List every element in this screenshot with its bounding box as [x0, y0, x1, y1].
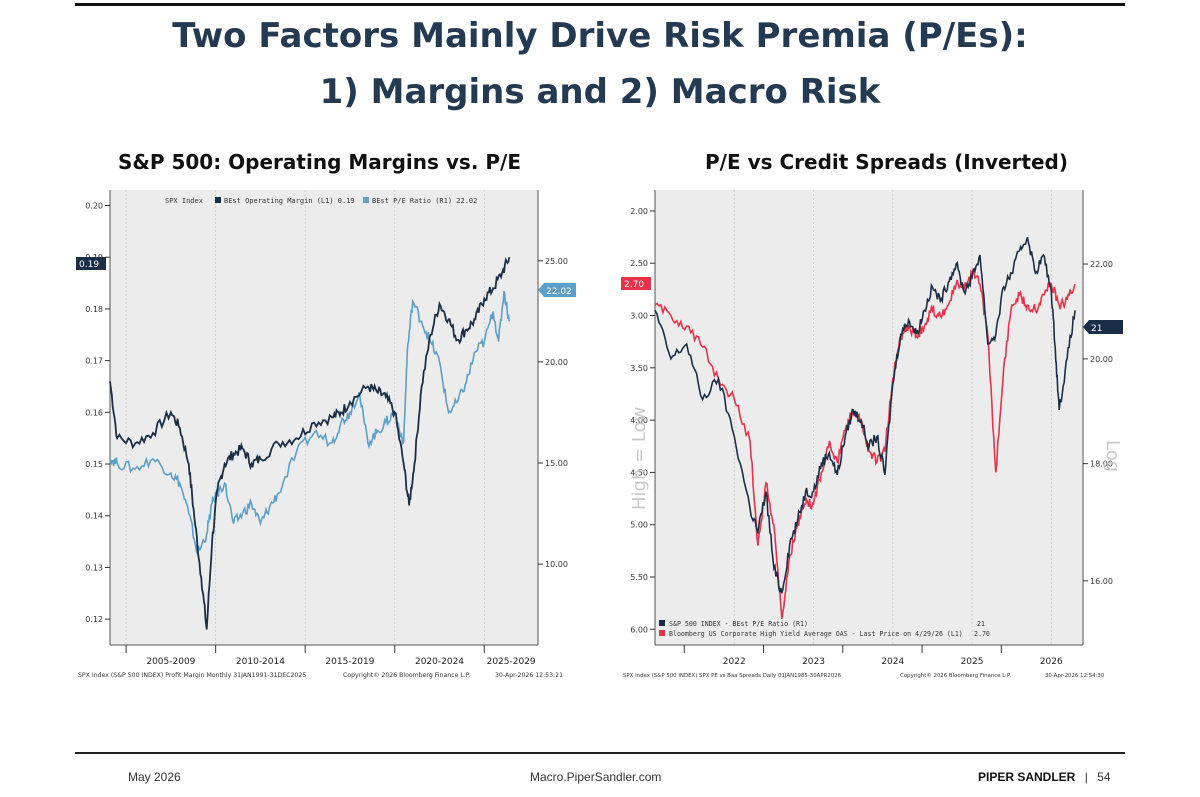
left-chart-title: S&P 500: Operating Margins vs. P/E — [118, 150, 522, 174]
plot-area — [655, 190, 1083, 645]
right-current-tag: 22.02 — [538, 283, 576, 297]
legend-series-margin: BEst Operating Margin (L1) 0.19 — [224, 197, 355, 205]
left-current-tag: 0.19 — [76, 257, 106, 270]
svg-text:22.02: 22.02 — [546, 287, 572, 297]
left-tick-label: 0.13 — [85, 563, 103, 572]
footnote-source: SPX Index (S&P 500 INDEX) SPX PE vs Baa … — [623, 673, 842, 679]
right-tick-label: 20.00 — [545, 358, 568, 367]
left-tick-label: 0.20 — [85, 202, 103, 211]
slide-title-line2: 1) Margins and 2) Macro Risk — [319, 72, 881, 112]
left-tick-label: 0.12 — [85, 615, 103, 624]
hy-oas-line — [654, 268, 1076, 620]
x-tick-label: 2010-2014 — [236, 657, 285, 667]
svg-text:21: 21 — [1091, 324, 1102, 334]
left-tick-label: 2.00 — [630, 207, 648, 216]
footnote-copyright: Copyright© 2026 Bloomberg Finance L.P. — [900, 672, 1011, 679]
right-tick-label: 10.00 — [545, 560, 568, 569]
footnote-copyright: Copyright© 2026 Bloomberg Finance L.P. — [343, 671, 471, 679]
left-tick-label: 2.50 — [630, 259, 648, 268]
plot-area — [110, 190, 538, 645]
right-chart-title: P/E vs Credit Spreads (Inverted) — [705, 150, 1068, 174]
left-tick-label: 5.00 — [630, 521, 648, 530]
left-tick-label: 3.00 — [630, 312, 648, 321]
footer-url[interactable]: Macro.PiperSandler.com — [530, 770, 662, 784]
svg-text:2.70: 2.70 — [624, 280, 644, 290]
footnote-timestamp: 30-Apr-2026 12:54:30 — [1045, 673, 1105, 679]
right-tick-label: 15.00 — [545, 459, 568, 468]
slide-title-line1: Two Factors Mainly Drive Risk Premia (P/… — [172, 16, 1028, 56]
x-tick-label: 2005-2009 — [146, 657, 195, 667]
left-current-tag: 2.70 — [621, 277, 651, 290]
right-tick-label: 16.00 — [1090, 577, 1113, 586]
left-tick-label: 0.14 — [85, 512, 103, 521]
right-current-tag: 21 — [1083, 320, 1123, 334]
left-axis-title: High = Low — [629, 407, 650, 510]
right-tick-label: 20.00 — [1090, 355, 1113, 364]
legend-series-pe: BEst P/E Ratio (R1) 22.02 — [372, 197, 477, 205]
x-tick-label: 2025-2029 — [487, 657, 536, 667]
footer-date: May 2026 — [128, 770, 181, 784]
legend-prefix: SPX Index — [165, 197, 203, 205]
right-tick-label: 25.00 — [545, 257, 568, 266]
left-tick-label: 3.50 — [630, 364, 648, 373]
left-tick-label: 6.00 — [630, 625, 648, 634]
left-tick-label: 0.16 — [85, 408, 103, 417]
left-tick-label: 4.00 — [630, 416, 648, 425]
svg-text:0.19: 0.19 — [79, 260, 99, 270]
margins-vs-pe-chart: 0.20 0.19 0.18 0.17 0.16 0.15 0.14 0.13 0.12 25.… — [76, 190, 576, 679]
right-tick-label: 22.00 — [1090, 260, 1113, 269]
left-tick-label: 0.15 — [85, 460, 103, 469]
footnote-timestamp: 30-Apr-2026 12:53:21 — [495, 672, 563, 679]
legend-value-pe: 21 — [977, 620, 985, 628]
left-tick-label: 0.18 — [85, 305, 103, 314]
right-axis-title: Log — [1102, 440, 1123, 472]
x-tick-label: 2020-2024 — [415, 657, 464, 667]
pe-vs-credit-spreads-chart: 2.00 2.50 3.00 3.50 4.00 4.50 5.00 5.50 6.00 22.… — [621, 190, 1123, 679]
footer-rule — [75, 752, 1125, 754]
x-tick-label: 2015-2019 — [325, 657, 374, 667]
x-tick-label: 2023 — [802, 657, 825, 667]
x-tick-label: 2026 — [1040, 657, 1063, 667]
x-tick-label: 2025 — [961, 657, 984, 667]
legend: S&P 500 INDEX - BEst P/E Ratio (R1) 21 B… — [659, 620, 990, 638]
page-number: 54 — [1097, 770, 1111, 784]
footer-brand-block: PIPER SANDLER | 54 — [978, 770, 1111, 784]
legend: SPX Index BEst Operating Margin (L1) 0.1… — [165, 197, 477, 205]
footer-separator: | — [1084, 770, 1088, 784]
left-tick-label: 0.17 — [85, 357, 103, 366]
x-tick-label: 2022 — [723, 657, 746, 667]
left-tick-label: 4.50 — [630, 468, 648, 477]
footnote-source: SPX Index (S&P 500 INDEX) Profit Margin … — [78, 672, 306, 679]
legend-value-oas: 2.70 — [974, 630, 990, 638]
right-tick-label: 18.00 — [1090, 460, 1113, 469]
sp500-pe-line — [654, 237, 1076, 594]
x-tick-label: 2024 — [881, 657, 904, 667]
operating-margin-line — [109, 257, 511, 630]
legend-series-oas: Bloomberg US Corporate High Yield Averag… — [669, 630, 963, 638]
legend-series-pe: S&P 500 INDEX - BEst P/E Ratio (R1) — [669, 620, 808, 628]
top-rule — [75, 3, 1125, 6]
footer-brand: PIPER SANDLER — [978, 770, 1076, 784]
left-tick-label: 5.50 — [630, 573, 648, 582]
